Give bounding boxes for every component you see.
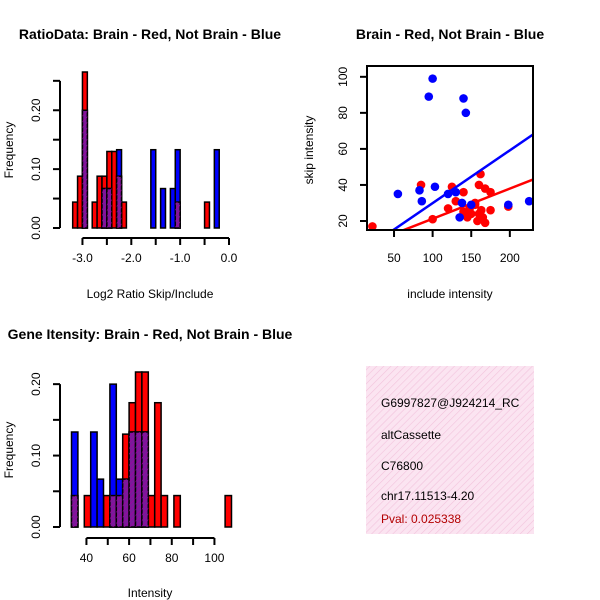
- intensity-histogram-axes: 40 60 80 100 0.00 0.10 0.20: [29, 372, 225, 565]
- ratio-histogram-ylabel: Frequency: [2, 122, 16, 179]
- info-box-clip: G6997827@J924214_RC altCassette C76800 c…: [381, 396, 520, 526]
- intensity-overlap-hatch-5: [122, 479, 130, 527]
- brain-point: [466, 209, 476, 219]
- ratio-overlap-hatch-2: [82, 110, 88, 228]
- intensity-brain-bar-9: [147, 494, 156, 528]
- intensity-notbrain-bar-1: [89, 431, 98, 528]
- notbrain-point: [451, 187, 461, 197]
- intensity-x-tick-label: 60: [122, 551, 136, 565]
- intensity-overlap-hatch-8: [141, 432, 149, 527]
- intensity-y-tick-label: 0.00: [29, 515, 43, 539]
- ratio-y-tick-label: 0.10: [29, 157, 43, 181]
- ratio-histogram-panel: RatioData: Brain - Red, Not Brain - Blue…: [2, 26, 281, 301]
- notbrain-point: [524, 196, 533, 206]
- intensity-brain-bar-10: [153, 401, 162, 528]
- ratio-overlap-hatch-5: [101, 188, 107, 228]
- brain-point: [476, 205, 486, 215]
- notbrain-point: [417, 196, 427, 206]
- intensity-brain-bar-13: [224, 494, 233, 528]
- scatter-xlabel: include intensity: [407, 287, 492, 301]
- intensity-y-tick-label: 0.20: [29, 372, 43, 396]
- brain-point: [486, 187, 495, 197]
- intensity-histogram-panel: Gene Itensity: Brain - Red, Not Brain - …: [2, 326, 293, 600]
- scatter-y-tick-label: 100: [336, 66, 350, 86]
- brain-point: [459, 187, 468, 197]
- intensity-histogram-xlabel: Intensity: [128, 586, 173, 600]
- info-location: chr17.11513-4.20: [381, 489, 475, 503]
- intensity-notbrain-bar-2: [96, 478, 105, 528]
- intensity-overlap-hatch-7: [135, 432, 142, 527]
- ratio-notbrain-bar-4: [150, 148, 157, 229]
- brain-point: [443, 204, 453, 213]
- brain-point: [428, 214, 437, 224]
- brain-point: [368, 222, 377, 230]
- ratio-histogram-title: RatioData: Brain - Red, Not Brain - Blue: [19, 26, 281, 42]
- notbrain-point: [430, 182, 440, 192]
- info-panel: G6997827@J924214_RC altCassette C76800 c…: [366, 366, 534, 534]
- scatter-x-tick-label: 150: [461, 251, 481, 265]
- notbrain-point: [443, 189, 453, 199]
- info-box-background: [366, 366, 534, 534]
- scatter-x-tick-label: 100: [423, 251, 443, 265]
- intensity-x-tick-label: 100: [204, 551, 224, 565]
- intensity-histogram-ylabel: Frequency: [2, 422, 16, 479]
- intensity-brain-bar-1: [83, 494, 92, 528]
- ratio-histogram-axes: -3.0 -2.0 -1.0 0.0 0.00 0.10 0.20: [29, 79, 238, 265]
- notbrain-point: [415, 186, 424, 195]
- intensity-brain-bar-12: [173, 494, 182, 528]
- scatter-y-tick-label: 60: [336, 142, 350, 156]
- ratio-x-tick-label: -3.0: [72, 251, 93, 265]
- ratio-y-tick-label: 0.20: [29, 98, 43, 122]
- ratio-brain-bar-11: [203, 201, 211, 229]
- intensity-y-tick-label: 0.10: [29, 444, 43, 468]
- notbrain-point: [455, 213, 464, 222]
- notbrain-point: [393, 189, 403, 199]
- notbrain-point: [457, 198, 467, 208]
- intensity-x-tick-label: 40: [80, 551, 94, 565]
- scatter-ylabel: skip intensity: [302, 116, 316, 185]
- brain-point: [480, 218, 490, 228]
- scatter-x-tick-label: 50: [387, 251, 401, 265]
- intensity-scatter-panel: Brain - Red, Not Brain - Blue include in…: [302, 26, 544, 301]
- notbrain-point: [503, 200, 513, 210]
- brain-point: [486, 205, 495, 215]
- ratio-histogram-bars: [71, 71, 220, 229]
- ratio-histogram-xlabel: Log2 Ratio Skip/Include: [87, 287, 214, 301]
- info-pval: Pval: 0.025338: [381, 512, 461, 526]
- intensity-histogram-title: Gene Itensity: Brain - Red, Not Brain - …: [8, 326, 293, 342]
- ratio-x-tick-label: -2.0: [121, 251, 142, 265]
- scatter-x-tick-label: 200: [500, 251, 520, 265]
- scatter-y-tick-label: 40: [336, 178, 350, 192]
- notbrain-point: [466, 200, 476, 210]
- info-event-type: altCassette: [381, 428, 441, 442]
- ratio-x-tick-label: 0.0: [221, 251, 238, 265]
- ratio-x-tick-label: -1.0: [170, 251, 191, 265]
- info-cluster-id: C76800: [381, 459, 423, 473]
- ratio-overlap-hatch-10: [175, 202, 181, 228]
- intensity-histogram-bars: [70, 371, 233, 528]
- notbrain-point: [459, 94, 468, 103]
- scatter-y-tick-label: 20: [336, 214, 350, 228]
- intensity-x-tick-label: 80: [165, 551, 179, 565]
- scatter-title: Brain - Red, Not Brain - Blue: [356, 26, 544, 42]
- ratio-notbrain-bar-8: [213, 148, 220, 229]
- intensity-overlap-hatch-4: [116, 495, 123, 527]
- ratio-notbrain-bar-5: [159, 187, 167, 229]
- notbrain-point: [461, 108, 471, 118]
- intensity-brain-bar-2: [102, 494, 111, 528]
- scatter-marks: [368, 74, 533, 230]
- intensity-overlap-hatch-0: [71, 495, 78, 527]
- ratio-y-tick-label: 0.00: [29, 216, 43, 240]
- intensity-overlap-hatch-6: [129, 432, 136, 527]
- ratio-overlap-hatch-8: [116, 176, 122, 228]
- info-gene-id: G6997827@J924214_RC: [381, 396, 520, 410]
- scatter-y-tick-label: 80: [336, 106, 350, 120]
- ratio-overlap-hatch-6: [106, 188, 112, 228]
- intensity-overlap-hatch-3: [109, 495, 117, 527]
- scatter-axes: 50 100 150 200 20 40 60 80 100: [336, 66, 520, 265]
- notbrain-point: [424, 92, 434, 101]
- intensity-brain-bar-11: [160, 494, 169, 528]
- notbrain-point: [428, 74, 437, 83]
